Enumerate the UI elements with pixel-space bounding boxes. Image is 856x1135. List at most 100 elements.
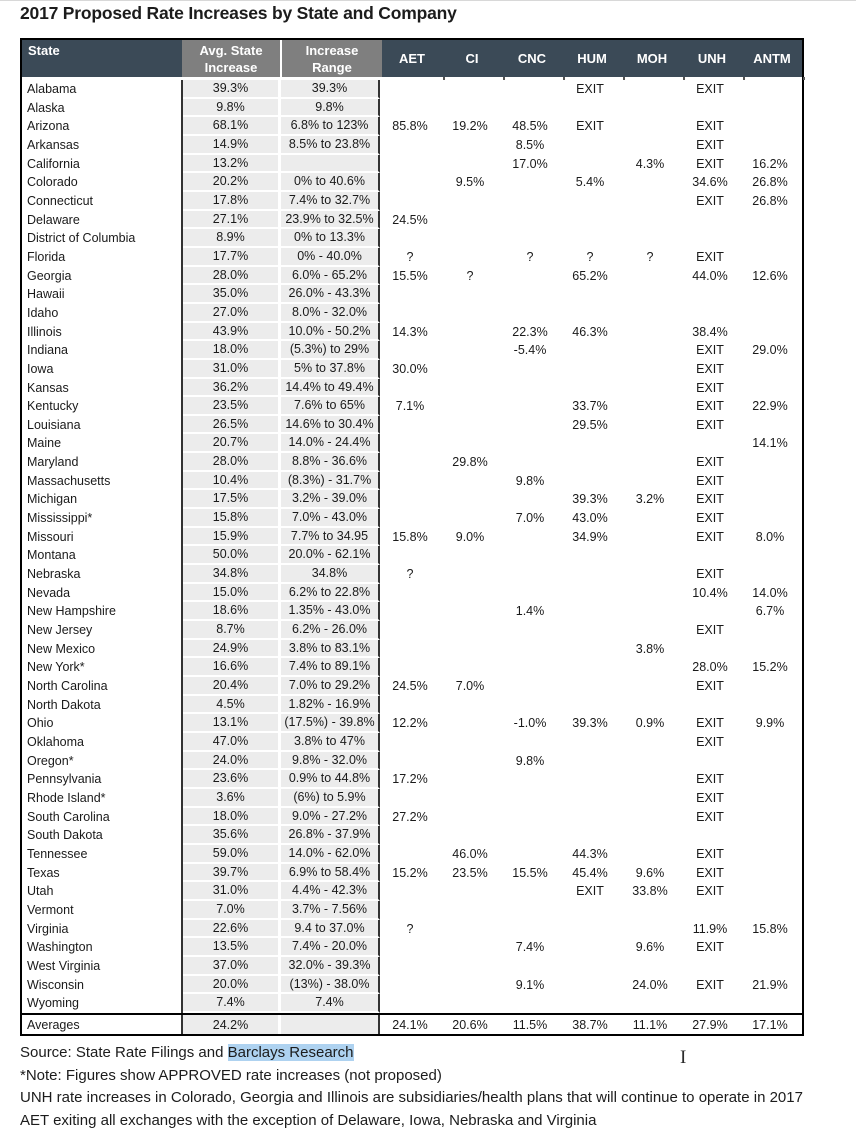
company-cell-hum: [560, 938, 620, 957]
table-row: Kentucky 23.5% 7.6% to 65% 7.1% 33.7% EXIT 22.…: [22, 397, 802, 416]
averages-label: Averages: [22, 1014, 183, 1034]
avg-increase-cell: 7.0%: [183, 900, 281, 920]
company-cell-ci: [440, 248, 500, 267]
company-cell-cnc: [500, 192, 560, 211]
company-cell-unh: EXIT: [696, 846, 724, 861]
company-cell-antm: [740, 304, 800, 323]
company-cell-antm: [740, 882, 800, 901]
increase-range-cell: (17.5%) - 39.8%: [281, 714, 380, 733]
avg-increase-cell: 23.6%: [183, 770, 281, 789]
company-cell-cnc: [500, 416, 560, 435]
header-company-unh: UNH: [697, 51, 727, 66]
avg-increase-cell: 20.4%: [183, 677, 281, 696]
table-header-row: State Avg. State Increase Increase Range…: [22, 40, 802, 77]
avg-increase-cell: 24.0%: [183, 751, 281, 771]
averages-company-cell-unh: 27.9%: [692, 1017, 728, 1032]
company-cell-aet: [380, 99, 440, 118]
avg-increase-cell: 47.0%: [183, 732, 281, 752]
company-cell-hum: EXIT: [576, 82, 604, 96]
company-cell-cnc: [500, 733, 560, 752]
table-row: District of Columbia 8.9% 0% to 13.3%: [22, 229, 802, 248]
state-cell: Idaho: [22, 303, 183, 323]
table-row: New York* 16.6% 7.4% to 89.1% 28.0% 15.2%: [22, 658, 802, 677]
company-cell-unh: [680, 901, 740, 920]
company-cell-unh: [680, 211, 740, 230]
increase-range-cell: 8.5% to 23.8%: [281, 135, 380, 155]
state-cell: Tennessee: [22, 844, 183, 864]
state-cell: Indiana: [22, 341, 183, 360]
avg-increase-cell: 18.6%: [183, 602, 281, 622]
company-cell-moh: [620, 80, 680, 99]
state-cell: Missouri: [22, 527, 183, 547]
company-cell-unh: EXIT: [696, 249, 724, 264]
company-cell-cnc: [500, 770, 560, 789]
company-cell-cnc: [500, 80, 560, 99]
company-cell-aet: [380, 229, 440, 248]
company-cell-unh: 28.0%: [692, 660, 728, 675]
averages-company-cell-ci: 20.6%: [452, 1017, 488, 1032]
company-cell-cnc: [500, 434, 560, 453]
increase-range-cell: 4.4% - 42.3%: [281, 882, 380, 901]
company-cell-antm: [740, 845, 800, 864]
company-cell-unh: EXIT: [696, 716, 724, 731]
table-row: North Carolina 20.4% 7.0% to 29.2% 24.5% 7.0…: [22, 677, 802, 696]
company-cell-antm: 26.8%: [752, 193, 788, 208]
company-cell-cnc: [500, 285, 560, 304]
company-cell-cnc: 15.5%: [512, 865, 548, 880]
company-cell-antm: 8.0%: [755, 529, 785, 544]
company-cell-aet: [380, 658, 440, 677]
company-cell-antm: [740, 248, 800, 267]
company-cell-moh: [620, 920, 680, 939]
increase-range-cell: (13%) - 38.0%: [281, 975, 380, 995]
table-row: Nebraska 34.8% 34.8%? EXIT: [22, 565, 802, 584]
source-line: Source: State Rate Filings and Barclays …: [20, 1042, 803, 1065]
avg-increase-cell: 35.6%: [183, 826, 281, 845]
company-cell-cnc: 7.0%: [515, 511, 545, 526]
company-cell-unh: EXIT: [696, 119, 724, 134]
avg-increase-cell: 3.6%: [183, 788, 281, 808]
company-cell-ci: [440, 416, 500, 435]
header-company-antm: ANTM: [753, 51, 791, 66]
company-cell-antm: [740, 379, 800, 398]
table-row: Alabama 39.3% 39.3% EXIT EXIT: [22, 80, 802, 99]
header-avg-state-increase: Avg. State Increase: [182, 40, 280, 77]
company-cell-unh: [680, 826, 740, 845]
company-cell-moh: [620, 379, 680, 398]
company-cell-hum: [560, 789, 620, 808]
state-cell: Alaska: [22, 98, 183, 118]
company-cell-cnc: [500, 584, 560, 603]
company-cell-hum: 39.3%: [572, 492, 608, 507]
header-column-ticks: [385, 77, 806, 80]
state-cell: New York*: [22, 658, 183, 677]
state-cell: District of Columbia: [22, 229, 183, 248]
company-cell-unh: 10.4%: [692, 585, 728, 600]
company-cell-cnc: [500, 621, 560, 640]
company-cell-antm: [740, 509, 800, 528]
state-cell: Oregon*: [22, 751, 183, 771]
company-cell-cnc: 9.1%: [515, 977, 545, 992]
company-cell-ci: [440, 472, 500, 491]
averages-company-cell-antm: 17.1%: [752, 1017, 788, 1032]
company-cell-unh: EXIT: [696, 884, 724, 899]
company-cell-moh: [620, 584, 680, 603]
increase-range-cell: 7.0% to 29.2%: [281, 677, 380, 696]
increase-range-cell: 7.4% to 32.7%: [281, 191, 380, 211]
table-row: Hawaii 35.0% 26.0% - 43.3%: [22, 285, 802, 304]
company-cell-ci: [440, 770, 500, 789]
company-cell-moh: [620, 397, 680, 416]
table-row: Michigan 17.5% 3.2% - 39.0% 39.3% 3.2% EXIT: [22, 490, 802, 510]
company-cell-moh: [620, 901, 680, 920]
company-cell-aet: [380, 733, 440, 752]
company-cell-aet: 24.5%: [392, 212, 428, 227]
company-cell-unh: EXIT: [696, 137, 724, 152]
company-cell-aet: [380, 341, 440, 360]
company-cell-cnc: [500, 994, 560, 1013]
increase-range-cell: 6.8% to 123%: [281, 117, 380, 136]
table-row: Oregon* 24.0% 9.8% - 32.0% 9.8%: [22, 751, 802, 771]
state-cell: Ohio: [22, 714, 183, 733]
company-cell-moh: [620, 845, 680, 864]
state-cell: Montana: [22, 546, 183, 566]
company-cell-cnc: [500, 845, 560, 864]
company-cell-aet: [380, 546, 440, 565]
page-title: 2017 Proposed Rate Increases by State an…: [20, 3, 457, 23]
